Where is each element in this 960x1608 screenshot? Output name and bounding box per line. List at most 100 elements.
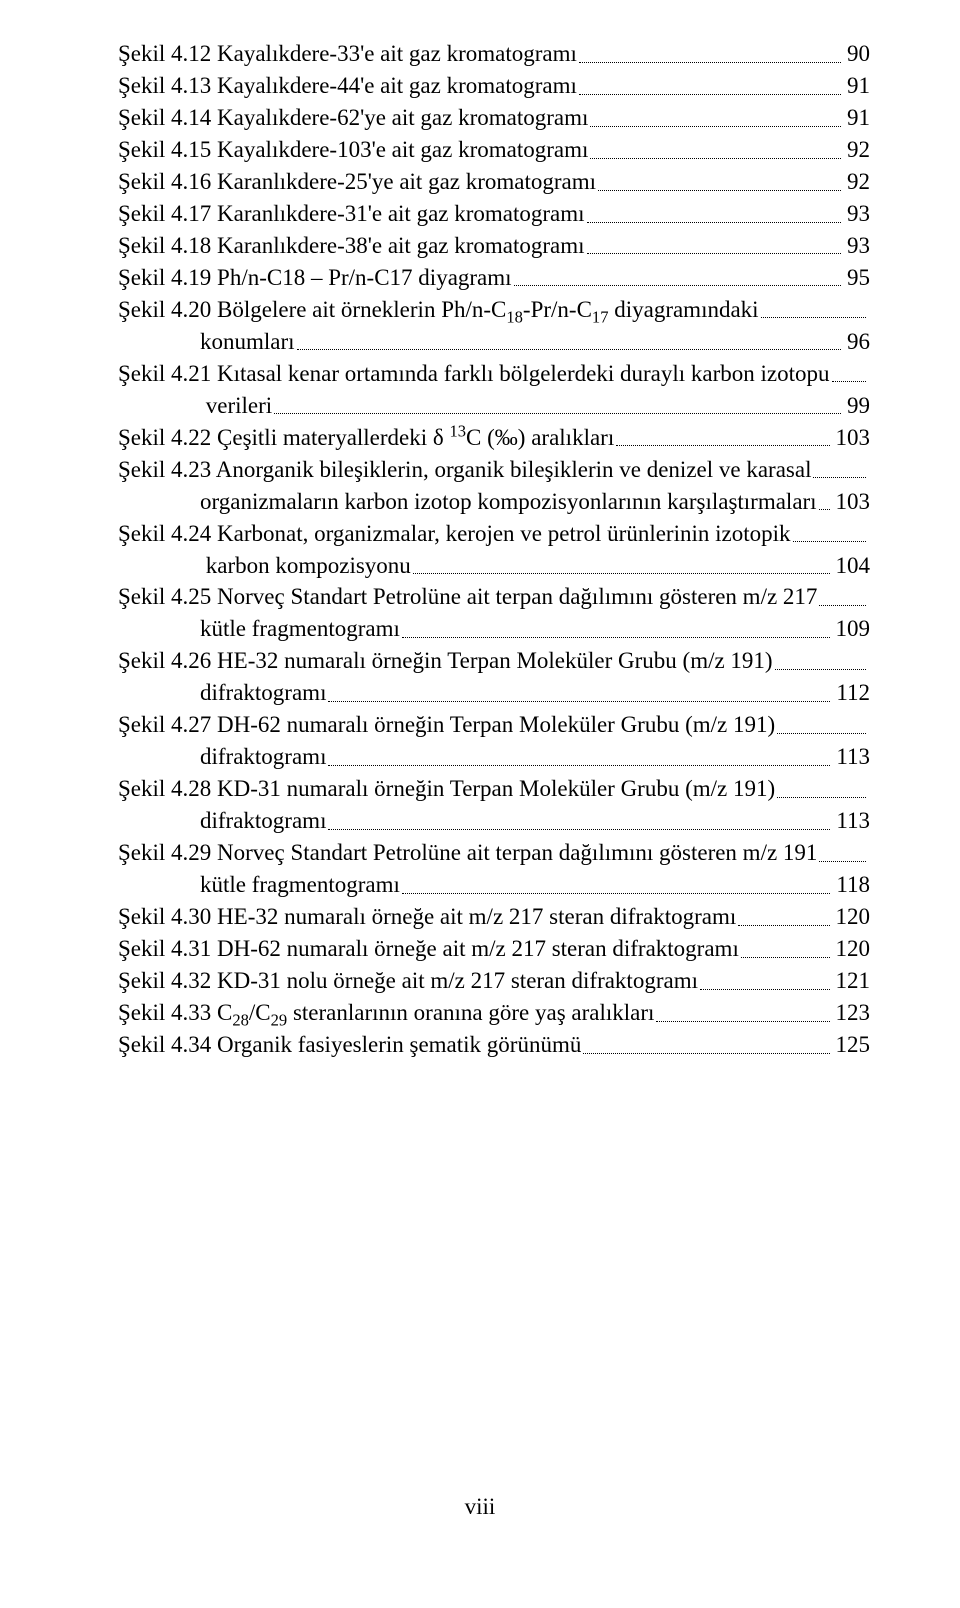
toc-entry-page: 103 xyxy=(834,486,871,518)
toc-entry: Şekil 4.31 DH-62 numaralı örneğe ait m/z… xyxy=(118,933,870,965)
document-page: Şekil 4.12 Kayalıkdere-33'e ait gaz krom… xyxy=(0,0,960,1608)
toc-leader xyxy=(819,490,830,511)
toc-entry: Şekil 4.33 C28/C29 steranlarının oranına… xyxy=(118,997,870,1029)
toc-entry-page: 123 xyxy=(834,997,871,1029)
toc-leader xyxy=(738,905,829,926)
toc-entry: Şekil 4.22 Çeşitli materyallerdeki δ 13C… xyxy=(118,422,870,454)
toc-entry-page: 90 xyxy=(845,38,870,70)
toc-entry-page: 113 xyxy=(834,741,870,773)
toc-entry: Şekil 4.15 Kayalıkdere-103'e ait gaz kro… xyxy=(118,134,870,166)
toc-entry-page: 93 xyxy=(845,198,870,230)
toc-leader xyxy=(413,554,830,575)
page-number-roman: viii xyxy=(465,1494,496,1519)
toc-entry-page: 103 xyxy=(834,422,871,454)
toc-entry-label: kütle fragmentogramı xyxy=(200,869,400,901)
toc-entry-label: Şekil 4.21 Kıtasal kenar ortamında farkl… xyxy=(118,358,830,390)
toc-entry-label: Şekil 4.12 Kayalıkdere-33'e ait gaz krom… xyxy=(118,38,577,70)
toc-leader xyxy=(775,650,866,671)
toc-leader xyxy=(741,937,830,958)
toc-entry: Şekil 4.20 Bölgelere ait örneklerin Ph/n… xyxy=(118,294,870,326)
toc-entry: Şekil 4.34 Organik fasiyeslerin şematik … xyxy=(118,1029,870,1061)
toc-entry-label: difraktogramı xyxy=(200,677,326,709)
page-footer: viii xyxy=(0,1494,960,1520)
toc-leader xyxy=(579,74,841,95)
toc-leader xyxy=(297,330,841,351)
toc-entry-page: 96 xyxy=(845,326,870,358)
toc-leader xyxy=(402,618,830,639)
toc-entry: organizmaların karbon izotop kompozisyon… xyxy=(118,486,870,518)
toc-leader xyxy=(590,138,841,159)
toc-entry-page: 125 xyxy=(834,1029,871,1061)
toc-entry: Şekil 4.30 HE-32 numaralı örneğe ait m/z… xyxy=(118,901,870,933)
toc-entry: Şekil 4.29 Norveç Standart Petrolüne ait… xyxy=(118,837,870,869)
toc-entry-label: Şekil 4.29 Norveç Standart Petrolüne ait… xyxy=(118,837,817,869)
toc-entry: Şekil 4.27 DH-62 numaralı örneğin Terpan… xyxy=(118,709,870,741)
toc-entry-label: Şekil 4.19 Ph/n-C18 – Pr/n-C17 diyagramı xyxy=(118,262,512,294)
toc-leader xyxy=(832,362,866,383)
toc-entry-label: Şekil 4.27 DH-62 numaralı örneğin Terpan… xyxy=(118,709,775,741)
toc-entry: difraktogramı 113 xyxy=(118,805,870,837)
toc-entry-label: Şekil 4.25 Norveç Standart Petrolüne ait… xyxy=(118,581,817,613)
toc-entry: konumları96 xyxy=(118,326,870,358)
toc-leader xyxy=(598,170,841,191)
toc-leader xyxy=(514,266,841,287)
toc-entry-page: 109 xyxy=(834,613,871,645)
toc-leader xyxy=(761,298,866,319)
toc-entry-label: Şekil 4.13 Kayalıkdere-44'e ait gaz krom… xyxy=(118,70,577,102)
toc-entry-label: organizmaların karbon izotop kompozisyon… xyxy=(200,486,817,518)
toc-leader xyxy=(819,841,866,862)
toc-entry-page: 93 xyxy=(845,230,870,262)
toc-entry: Şekil 4.25 Norveç Standart Petrolüne ait… xyxy=(118,581,870,613)
toc-entry: kütle fragmentogramı 109 xyxy=(118,613,870,645)
toc-entry-label: verileri xyxy=(200,390,272,422)
toc-entry-page: 99 xyxy=(845,390,870,422)
toc-entry: Şekil 4.18 Karanlıkdere-38'e ait gaz kro… xyxy=(118,230,870,262)
toc-entry: Şekil 4.24 Karbonat, organizmalar, keroj… xyxy=(118,518,870,550)
toc-entry-page: 104 xyxy=(834,550,871,582)
toc-entry: Şekil 4.21 Kıtasal kenar ortamında farkl… xyxy=(118,358,870,390)
toc-entry-label: Şekil 4.34 Organik fasiyeslerin şematik … xyxy=(118,1029,581,1061)
toc-entry: Şekil 4.12 Kayalıkdere-33'e ait gaz krom… xyxy=(118,38,870,70)
toc-leader xyxy=(616,426,829,447)
toc-entry-page: 92 xyxy=(845,134,870,166)
toc-leader xyxy=(590,106,841,127)
toc-entry-label: Şekil 4.20 Bölgelere ait örneklerin Ph/n… xyxy=(118,294,759,326)
toc-entry-label: Şekil 4.33 C28/C29 steranlarının oranına… xyxy=(118,997,654,1029)
toc-entry: difraktogramı 113 xyxy=(118,741,870,773)
toc-entry-label: Şekil 4.15 Kayalıkdere-103'e ait gaz kro… xyxy=(118,134,588,166)
toc-entry: verileri 99 xyxy=(118,390,870,422)
toc-leader xyxy=(777,713,866,734)
toc-entry-label: Şekil 4.16 Karanlıkdere-25'ye ait gaz kr… xyxy=(118,166,596,198)
toc-entry: Şekil 4.13 Kayalıkdere-44'e ait gaz krom… xyxy=(118,70,870,102)
toc-entry-label: Şekil 4.17 Karanlıkdere-31'e ait gaz kro… xyxy=(118,198,585,230)
toc-leader xyxy=(587,202,841,223)
toc-entry-label: difraktogramı xyxy=(200,805,326,837)
toc-entry-label: kütle fragmentogramı xyxy=(200,613,400,645)
toc-entry: kütle fragmentogramı 118 xyxy=(118,869,870,901)
toc-entry-page: 91 xyxy=(845,70,870,102)
toc-entry-page: 91 xyxy=(845,102,870,134)
toc-entry-page: 113 xyxy=(834,805,870,837)
toc-entry: Şekil 4.23 Anorganik bileşiklerin, organ… xyxy=(118,454,870,486)
toc-leader xyxy=(583,1033,829,1054)
toc-leader xyxy=(656,1001,829,1022)
toc-leader xyxy=(328,682,830,703)
toc-entry-label: Şekil 4.22 Çeşitli materyallerdeki δ 13C… xyxy=(118,422,614,454)
toc-leader xyxy=(819,586,866,607)
toc-entry-label: difraktogramı xyxy=(200,741,326,773)
toc-entry-label: Şekil 4.23 Anorganik bileşiklerin, organ… xyxy=(118,454,811,486)
toc-entry-label: Şekil 4.28 KD-31 numaralı örneğin Terpan… xyxy=(118,773,775,805)
toc-entry-page: 120 xyxy=(834,901,871,933)
toc-entry-page: 120 xyxy=(834,933,871,965)
toc-entry: difraktogramı112 xyxy=(118,677,870,709)
toc-entry: karbon kompozisyonu104 xyxy=(118,550,870,582)
toc-entry-label: Şekil 4.31 DH-62 numaralı örneğe ait m/z… xyxy=(118,933,739,965)
toc-entry-label: Şekil 4.14 Kayalıkdere-62'ye ait gaz kro… xyxy=(118,102,588,134)
toc-leader xyxy=(700,969,830,990)
toc-entry-label: Şekil 4.26 HE-32 numaralı örneğin Terpan… xyxy=(118,645,773,677)
toc-leader xyxy=(579,42,841,63)
toc-entry-page: 118 xyxy=(834,869,870,901)
toc-leader xyxy=(777,777,866,798)
toc-leader xyxy=(328,809,830,830)
toc-entry-page: 121 xyxy=(834,965,871,997)
